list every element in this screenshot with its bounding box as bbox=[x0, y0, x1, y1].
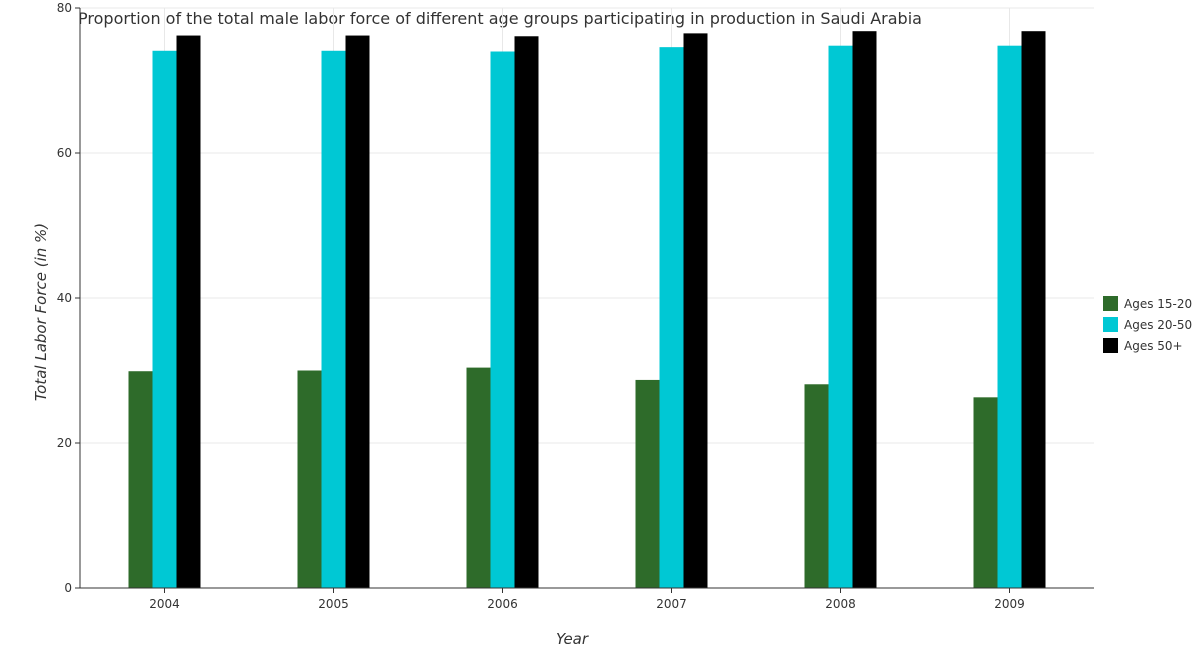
bar-ages-15-20-2009 bbox=[973, 397, 998, 588]
bar-ages-15-20-2006 bbox=[466, 367, 491, 588]
legend-label: Ages 15-20 bbox=[1124, 297, 1192, 311]
bar-ages-20-50-2006 bbox=[490, 51, 515, 588]
bar-ages-20-50-2005 bbox=[321, 50, 346, 588]
legend-swatch bbox=[1103, 338, 1118, 353]
bar-ages-15-20-2007 bbox=[635, 379, 660, 588]
axes: 0 20 40 60 80 2004 2005 2006 2007 2008 2009 bbox=[57, 1, 1094, 611]
bar-ages-50--2009 bbox=[1021, 31, 1046, 588]
y-tick-label: 0 bbox=[64, 581, 72, 595]
bar-ages-20-50-2004 bbox=[152, 50, 177, 588]
bar-ages-15-20-2005 bbox=[297, 370, 322, 588]
bar-ages-20-50-2008 bbox=[828, 45, 853, 588]
x-tick-label: 2007 bbox=[656, 597, 687, 611]
y-tick-label: 80 bbox=[57, 1, 72, 15]
bar-ages-15-20-2004 bbox=[128, 371, 153, 588]
bar-ages-50--2007 bbox=[683, 33, 708, 588]
bar-ages-50--2006 bbox=[514, 36, 539, 588]
chart-title: Proportion of the total male labor force… bbox=[78, 9, 922, 28]
legend-label: Ages 20-50 bbox=[1124, 318, 1192, 332]
grid-lines bbox=[80, 7, 1094, 589]
x-tick-label: 2006 bbox=[487, 597, 518, 611]
bar-ages-20-50-2007 bbox=[659, 47, 684, 588]
y-tick-label: 40 bbox=[57, 291, 72, 305]
legend-swatch bbox=[1103, 317, 1118, 332]
x-tick-label: 2008 bbox=[825, 597, 856, 611]
x-tick-label: 2004 bbox=[149, 597, 180, 611]
x-axis-title: Year bbox=[556, 630, 589, 648]
y-tick-label: 60 bbox=[57, 146, 72, 160]
x-tick-label: 2005 bbox=[318, 597, 349, 611]
bar-ages-20-50-2009 bbox=[997, 45, 1022, 588]
bar-ages-15-20-2008 bbox=[804, 384, 829, 588]
legend: Ages 15-20 Ages 20-50 Ages 50+ bbox=[1103, 296, 1192, 353]
bar-ages-50--2004 bbox=[176, 35, 201, 589]
y-tick-label: 20 bbox=[57, 436, 72, 450]
bars bbox=[128, 31, 1046, 589]
y-axis-title: Total Labor Force (in %) bbox=[32, 223, 50, 401]
x-tick-label: 2009 bbox=[994, 597, 1025, 611]
legend-swatch bbox=[1103, 296, 1118, 311]
legend-label: Ages 50+ bbox=[1124, 339, 1183, 353]
bar-ages-50--2005 bbox=[345, 35, 370, 589]
bar-ages-50--2008 bbox=[852, 31, 877, 588]
